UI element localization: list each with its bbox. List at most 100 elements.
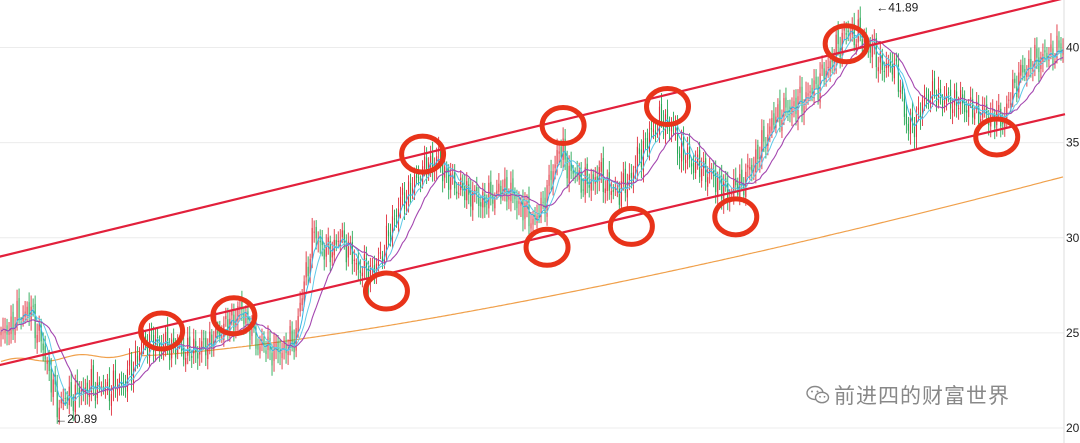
candle-body [482,191,484,208]
candle-body [227,319,229,333]
candle-body [414,175,416,193]
candle-body [986,104,988,115]
candle-body [893,63,895,79]
candle-body [911,112,913,123]
candle-body [901,86,903,94]
candle-body [78,387,80,397]
candle-body [458,193,460,195]
candle-body [614,187,616,190]
candle-body [243,313,245,324]
candle-body [875,38,877,68]
candle-body [689,143,691,159]
candle-body [4,328,6,333]
candle-body [283,341,285,349]
candle-body [128,359,131,366]
candle-body [470,190,472,207]
candle-body [636,146,638,169]
candle-body [207,349,209,360]
candle-body [554,164,556,169]
candle-body [14,324,16,336]
candle-body [952,109,954,114]
candle-body [187,337,189,356]
candle-body [520,201,522,206]
candle-body [315,226,317,239]
candle-body [638,148,640,154]
candle-body [711,167,713,169]
candle-body [355,263,357,265]
candle-body [440,151,442,162]
candle-body [225,315,227,320]
candle-body [50,368,52,393]
candle-body [235,320,237,328]
candle-body [500,185,502,199]
candle-body [269,337,271,351]
candle-body [52,379,54,397]
candle-body [1014,78,1016,83]
candle-body [456,191,458,194]
candle-body [287,350,289,355]
candle-body [259,346,261,354]
candle-body [347,241,349,258]
candle-body [727,183,729,201]
low-annotation: ←20.89 [55,412,97,426]
y-tick-label: 20 [1066,421,1080,435]
candle-body [1056,35,1058,59]
candle-body [681,140,683,162]
candle-body [219,330,221,338]
candle-body [428,162,430,172]
candle-body [777,104,779,118]
candle-body [644,138,646,140]
candle-body [512,178,514,193]
candle-body [221,336,223,338]
candle-body [195,341,197,352]
candle-body [432,152,434,172]
candle-body [450,173,452,190]
candle-body [861,39,863,47]
candle-body [476,187,478,193]
candle-body [66,397,68,401]
candle-body [329,241,331,263]
candle-body [136,355,139,363]
candle-body [506,177,508,202]
candle-body [1062,49,1064,55]
candle-body [648,132,650,152]
candle-body [568,165,570,184]
candle-body [650,127,653,130]
candle-body [731,193,733,195]
candle-body [478,197,480,207]
candle-body [48,360,50,371]
candle-body [883,70,885,72]
wechat-icon [806,385,830,404]
circle-marker [210,295,258,337]
candle-body [118,378,121,385]
candle-body [980,119,982,122]
candle-body [630,172,632,178]
candle-body [377,258,379,267]
candle-body [267,336,269,350]
candle-body [624,168,626,194]
candle-body [560,146,562,157]
candle-body [245,314,247,324]
candle-body [26,306,28,315]
candle-body [32,305,34,307]
candle-body [622,173,624,184]
circle-marker [712,196,760,238]
candle-body [241,301,243,310]
candle-body [165,332,167,346]
candle-body [197,352,199,359]
candle-body [707,177,709,187]
candle-body [205,337,207,356]
candle-body [464,185,466,201]
candle-body [514,194,516,200]
candlesticks [0,6,1064,425]
candle-body [209,331,211,345]
candle-body [307,266,309,277]
candle-body [255,327,257,349]
candle-body [699,149,701,178]
candle-body [363,254,365,268]
candle-body [1020,64,1022,76]
candle-body [705,158,707,183]
candle-body [86,382,88,395]
candle-body [943,97,946,104]
y-tick-label: 40 [1066,41,1080,55]
